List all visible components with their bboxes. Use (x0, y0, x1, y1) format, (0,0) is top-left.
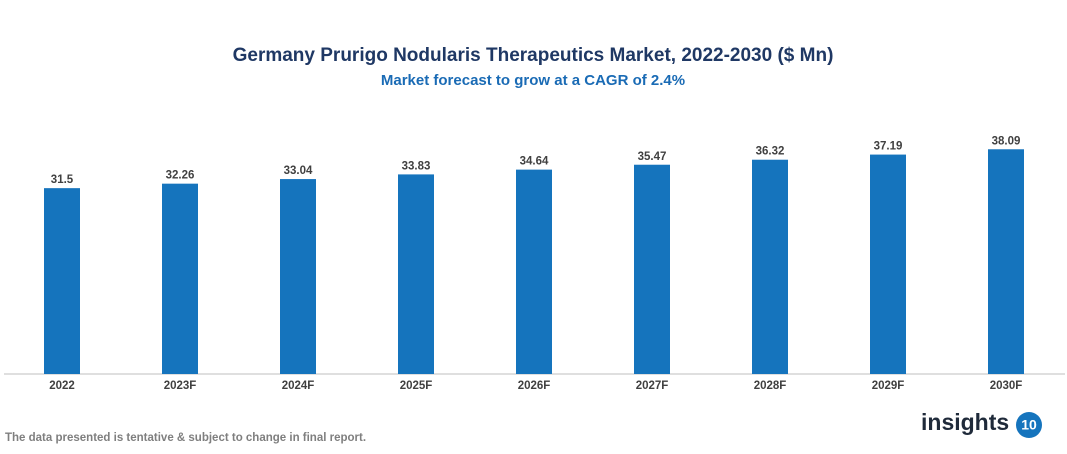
value-label: 37.19 (874, 141, 903, 153)
bar (752, 159, 788, 374)
chart-title: Germany Prurigo Nodularis Therapeutics M… (233, 45, 834, 66)
logo-badge-text: 10 (1021, 417, 1037, 433)
x-tick-label: 2025F (400, 380, 433, 392)
bar (398, 174, 434, 374)
bar (516, 169, 552, 374)
value-label: 36.32 (756, 146, 785, 158)
bar (634, 164, 670, 374)
x-tick-label: 2027F (636, 380, 669, 392)
x-tick-label: 2024F (282, 380, 315, 392)
x-tick-label: 2030F (990, 380, 1023, 392)
footnote: The data presented is tentative & subjec… (5, 432, 366, 444)
logo-text: insights (921, 409, 1009, 435)
value-label: 32.26 (166, 170, 195, 182)
value-label: 35.47 (638, 151, 667, 163)
bar (162, 183, 198, 374)
bar (280, 179, 316, 374)
bar (870, 154, 906, 374)
value-label: 38.09 (992, 135, 1021, 147)
value-label: 33.83 (402, 160, 431, 172)
value-label: 33.04 (284, 165, 313, 177)
logo-badge (1016, 412, 1042, 438)
x-tick-label: 2026F (518, 380, 551, 392)
x-tick-label: 2029F (872, 380, 905, 392)
value-label: 31.5 (51, 174, 74, 186)
value-label: 34.64 (520, 156, 549, 168)
x-tick-label: 2028F (754, 380, 787, 392)
chart-subtitle: Market forecast to grow at a CAGR of 2.4… (381, 72, 685, 89)
bar (44, 188, 80, 374)
x-tick-label: 2022 (49, 380, 75, 392)
x-tick-label: 2023F (164, 380, 197, 392)
bar (988, 149, 1024, 374)
